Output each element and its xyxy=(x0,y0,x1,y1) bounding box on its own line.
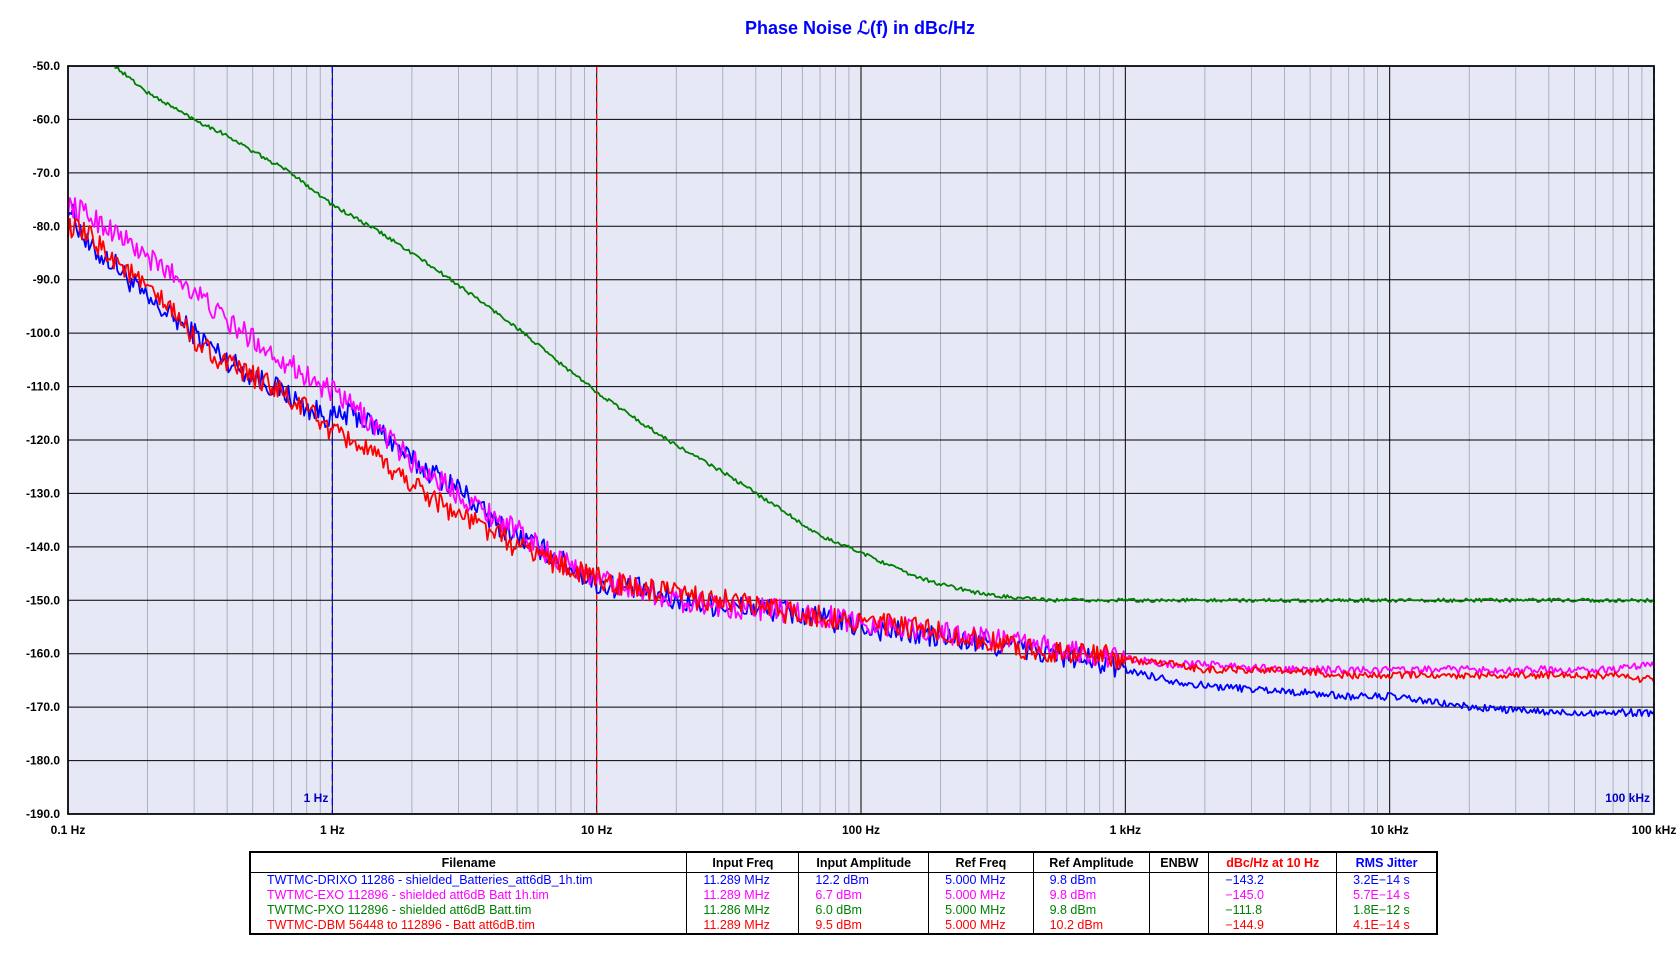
x-axis-ticks: 0.1 Hz 1 Hz 10 Hz 100 Hz 1 kHz 10 kHz 100 kHz xyxy=(51,823,1677,837)
table-row: TWTMC-DRIXO 11286 - shielded_Batteries_a… xyxy=(249,872,1438,888)
marker-label: 100 kHz xyxy=(1605,791,1650,805)
y-tick-label: -70.0 xyxy=(33,166,61,180)
y-tick-label: -130.0 xyxy=(26,486,60,500)
column-header: ENBW xyxy=(1149,851,1210,873)
series-line xyxy=(67,197,1655,675)
table-cell: 10.2 dBm xyxy=(1032,918,1151,934)
table-cell: −111.8 xyxy=(1208,903,1338,918)
table-cell xyxy=(1149,918,1210,934)
table-cell: 9.8 dBm xyxy=(1032,872,1151,888)
table-row: TWTMC-EXO 112896 - shielded att6dB Batt … xyxy=(249,888,1438,903)
series-line xyxy=(114,66,1655,603)
x-tick-label: 10 kHz xyxy=(1371,823,1409,837)
table-cell: 11.289 MHz xyxy=(686,888,800,903)
phase-noise-chart: Phase Noise ℒ(f) in dBc/Hz 1 Hz 100 kHz -… xyxy=(26,18,1677,837)
column-header: dBc/Hz at 10 Hz xyxy=(1208,851,1338,873)
x-tick-label: 0.1 Hz xyxy=(51,823,86,837)
table-cell: TWTMC-DRIXO 11286 - shielded_Batteries_a… xyxy=(249,872,688,888)
table-cell: TWTMC-PXO 112896 - shielded att6dB Batt.… xyxy=(249,903,688,918)
table-cell: 5.000 MHz xyxy=(928,903,1034,918)
x-tick-label: 100 Hz xyxy=(842,823,880,837)
table-header-row: Filename Input Freq Input Amplitude Ref Fre… xyxy=(249,851,1438,873)
table-cell: 11.289 MHz xyxy=(686,872,800,888)
column-header: Filename xyxy=(249,851,688,873)
column-header: Input Amplitude xyxy=(798,851,930,873)
table-row: TWTMC-PXO 112896 - shielded att6dB Batt.… xyxy=(249,903,1438,918)
y-tick-label: -50.0 xyxy=(33,59,61,73)
table-cell: 9.8 dBm xyxy=(1032,888,1151,903)
table-cell: 11.286 MHz xyxy=(686,903,800,918)
table-row: TWTMC-DBM 56448 to 112896 - Batt att6dB.… xyxy=(249,918,1438,934)
x-tick-label: 1 kHz xyxy=(1110,823,1141,837)
y-tick-label: -150.0 xyxy=(26,593,60,607)
column-header: Ref Amplitude xyxy=(1032,851,1151,873)
table-cell: 5.000 MHz xyxy=(928,888,1034,903)
table-cell xyxy=(1149,872,1210,888)
table-cell: −145.0 xyxy=(1208,888,1338,903)
table-cell: 11.289 MHz xyxy=(686,918,800,934)
table-cell xyxy=(1149,888,1210,903)
y-tick-label: -180.0 xyxy=(26,754,60,768)
series-lines xyxy=(67,66,1655,718)
table-cell: 3.2E−14 s xyxy=(1336,872,1438,888)
table-cell: 9.5 dBm xyxy=(798,918,930,934)
table-cell: −144.9 xyxy=(1208,918,1338,934)
table-cell: 6.0 dBm xyxy=(798,903,930,918)
measurement-table: Filename Input Freq Input Amplitude Ref Fre… xyxy=(249,851,1438,935)
table-cell: 1.8E−12 s xyxy=(1336,903,1438,918)
y-tick-label: -60.0 xyxy=(33,112,61,126)
plot-frame xyxy=(67,65,1655,815)
table-cell: TWTMC-EXO 112896 - shielded att6dB Batt … xyxy=(249,888,688,903)
table-cell: 5.000 MHz xyxy=(928,872,1034,888)
table-cell: 12.2 dBm xyxy=(798,872,930,888)
x-tick-label: 1 Hz xyxy=(320,823,345,837)
y-tick-label: -100.0 xyxy=(26,326,60,340)
table-cell xyxy=(1149,903,1210,918)
table-cell: 5.7E−14 s xyxy=(1336,888,1438,903)
table-cell: 5.000 MHz xyxy=(928,918,1034,934)
table-body: TWTMC-DRIXO 11286 - shielded_Batteries_a… xyxy=(249,872,1438,934)
x-tick-label: 100 kHz xyxy=(1632,823,1677,837)
y-tick-label: -80.0 xyxy=(33,219,61,233)
y-tick-label: -170.0 xyxy=(26,700,60,714)
table-cell: 4.1E−14 s xyxy=(1336,918,1438,934)
column-header: Ref Freq xyxy=(928,851,1034,873)
series-line xyxy=(67,217,1655,684)
table-cell: −143.2 xyxy=(1208,872,1338,888)
y-tick-label: -110.0 xyxy=(27,380,61,394)
table-cell: TWTMC-DBM 56448 to 112896 - Batt att6dB.… xyxy=(249,918,688,934)
y-tick-label: -140.0 xyxy=(26,540,60,554)
x-tick-label: 10 Hz xyxy=(581,823,612,837)
y-tick-label: -190.0 xyxy=(26,807,60,821)
table-cell: 6.7 dBm xyxy=(798,888,930,903)
column-header: RMS Jitter xyxy=(1336,851,1438,873)
table-cell: 9.8 dBm xyxy=(1032,903,1151,918)
y-axis-ticks: -50.0 -60.0 -70.0 -80.0 -90.0 -100.0 -110.0 -12… xyxy=(26,59,60,821)
y-tick-label: -160.0 xyxy=(26,647,60,661)
chart-title: Phase Noise ℒ(f) in dBc/Hz xyxy=(745,18,975,38)
marker-label: 1 Hz xyxy=(304,791,329,805)
y-tick-label: -120.0 xyxy=(26,433,60,447)
y-tick-label: -90.0 xyxy=(33,273,61,287)
column-header: Input Freq xyxy=(686,851,800,873)
